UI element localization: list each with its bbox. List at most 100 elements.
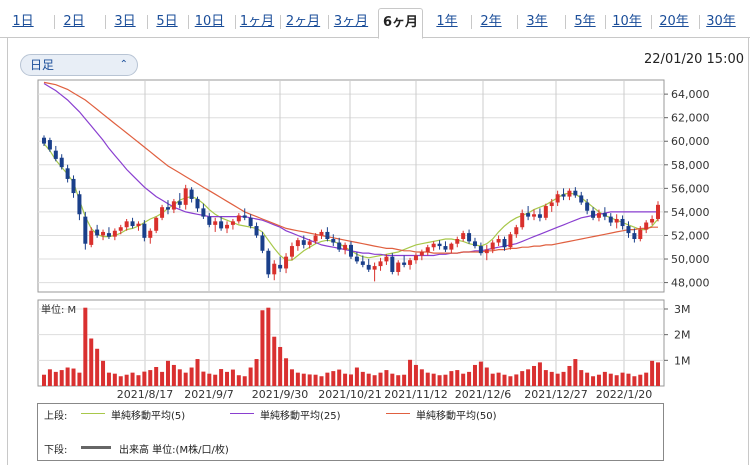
candle-body xyxy=(366,264,371,270)
candle-body xyxy=(449,243,454,250)
price-tick-label: 58,000 xyxy=(671,159,710,172)
volume-bar xyxy=(484,367,489,386)
chart-legend: 上段: 単純移動平均(5) 単純移動平均(25) 単純移動平均(50) 下段: … xyxy=(37,403,664,461)
candle-body xyxy=(254,226,259,236)
tab-13[interactable]: 10年 xyxy=(612,14,642,29)
volume-bar xyxy=(366,373,371,386)
volume-bar xyxy=(183,372,188,386)
tab-7[interactable]: 3ヶ月 xyxy=(333,14,369,29)
volume-bar xyxy=(354,367,359,386)
tab-9[interactable]: 1年 xyxy=(436,14,458,29)
candle-body xyxy=(514,227,519,235)
candle-body xyxy=(520,213,525,228)
volume-bar xyxy=(71,368,76,386)
tab-4[interactable]: 10日 xyxy=(194,14,225,29)
volume-bar xyxy=(384,370,389,386)
price-tick-label: 56,000 xyxy=(671,182,710,195)
volume-bar xyxy=(478,361,483,386)
price-tick-label: 54,000 xyxy=(671,206,710,219)
tab-2[interactable]: 3日 xyxy=(114,14,136,29)
volume-bar xyxy=(443,374,448,386)
chevron-updown-icon: ⌃ xyxy=(119,59,128,70)
volume-bar xyxy=(225,371,230,386)
date-tick-label: 2021/9/7 xyxy=(184,388,233,400)
candle-body xyxy=(219,221,224,229)
candle-body xyxy=(136,223,141,227)
volume-bar xyxy=(313,374,318,386)
volume-bar xyxy=(596,374,601,386)
candle-body xyxy=(201,208,206,217)
volume-panel-frame xyxy=(37,299,665,387)
candle-body xyxy=(431,243,436,248)
candle-body xyxy=(372,266,377,270)
candle-body xyxy=(236,215,241,222)
tab-1[interactable]: 2日 xyxy=(63,14,85,29)
candle-body xyxy=(213,221,218,225)
price-tick-label: 48,000 xyxy=(671,277,710,290)
candle-body xyxy=(402,262,407,265)
candle-body xyxy=(567,190,572,197)
tab-15[interactable]: 30年 xyxy=(706,14,736,29)
tab-5[interactable]: 1ヶ月 xyxy=(239,14,275,29)
candle-body xyxy=(650,218,655,223)
candle-body xyxy=(42,137,46,144)
tab-separator xyxy=(235,15,236,29)
volume-bar xyxy=(543,370,548,386)
candle-body xyxy=(154,217,159,231)
candle-body xyxy=(260,235,265,251)
tab-3[interactable]: 5日 xyxy=(156,14,178,29)
tab-8[interactable]: 6ヶ月 xyxy=(378,8,423,39)
volume-bar xyxy=(372,375,377,386)
volume-bar xyxy=(112,373,117,386)
candle-body xyxy=(443,246,448,250)
candle-body xyxy=(177,201,182,205)
volume-bar xyxy=(59,370,64,386)
tab-14[interactable]: 20年 xyxy=(659,14,689,29)
candle-body xyxy=(307,241,312,245)
volume-bar xyxy=(360,371,365,386)
volume-bar xyxy=(449,371,454,386)
volume-bar xyxy=(201,371,206,386)
tab-10[interactable]: 2年 xyxy=(480,14,502,29)
candle-body xyxy=(325,231,330,239)
volume-bar xyxy=(343,373,348,386)
candle-body xyxy=(225,224,230,229)
date-tick-label: 2021/12/27 xyxy=(524,388,587,400)
date-tick-label: 2021/9/30 xyxy=(252,388,308,400)
tab-0[interactable]: 1日 xyxy=(12,14,34,29)
legend-volume-label: 出来高 単位:(M株/口/枚) xyxy=(119,445,229,456)
volume-bar xyxy=(325,372,330,386)
volume-bar xyxy=(620,372,625,386)
candle-body xyxy=(484,249,489,254)
volume-bar xyxy=(472,364,477,386)
date-tick-label: 2022/1/20 xyxy=(596,388,652,400)
tab-6[interactable]: 2ヶ月 xyxy=(285,14,321,29)
legend-ma5-swatch xyxy=(81,413,105,414)
candle-body xyxy=(331,239,336,243)
candle-body xyxy=(337,242,342,250)
tab-separator xyxy=(699,15,700,29)
volume-bar xyxy=(520,371,525,386)
candle-body xyxy=(59,157,64,168)
period-select[interactable]: 日足 ⌃ xyxy=(20,54,138,76)
volume-bar xyxy=(307,374,312,386)
tab-12[interactable]: 5年 xyxy=(574,14,596,29)
candle-body xyxy=(549,202,554,207)
legend-ma25-label: 単純移動平均(25) xyxy=(260,411,341,422)
candle-body xyxy=(272,263,277,275)
volume-bar xyxy=(626,373,631,386)
volume-bar xyxy=(219,369,224,386)
candle-body xyxy=(349,244,353,257)
volume-bar xyxy=(608,373,613,386)
volume-bar xyxy=(455,370,460,386)
candle-body xyxy=(620,218,625,227)
legend-lower-row: 下段: 出来高 単位:(M株/口/枚) xyxy=(44,441,444,456)
candle-body xyxy=(95,229,100,236)
date-tick-label: 2021/11/12 xyxy=(384,388,447,400)
volume-bar xyxy=(89,338,94,386)
candle-body xyxy=(278,264,283,269)
volume-bar xyxy=(142,371,147,386)
tab-11[interactable]: 3年 xyxy=(526,14,548,29)
candle-body xyxy=(65,168,70,179)
candle-body xyxy=(130,221,135,227)
